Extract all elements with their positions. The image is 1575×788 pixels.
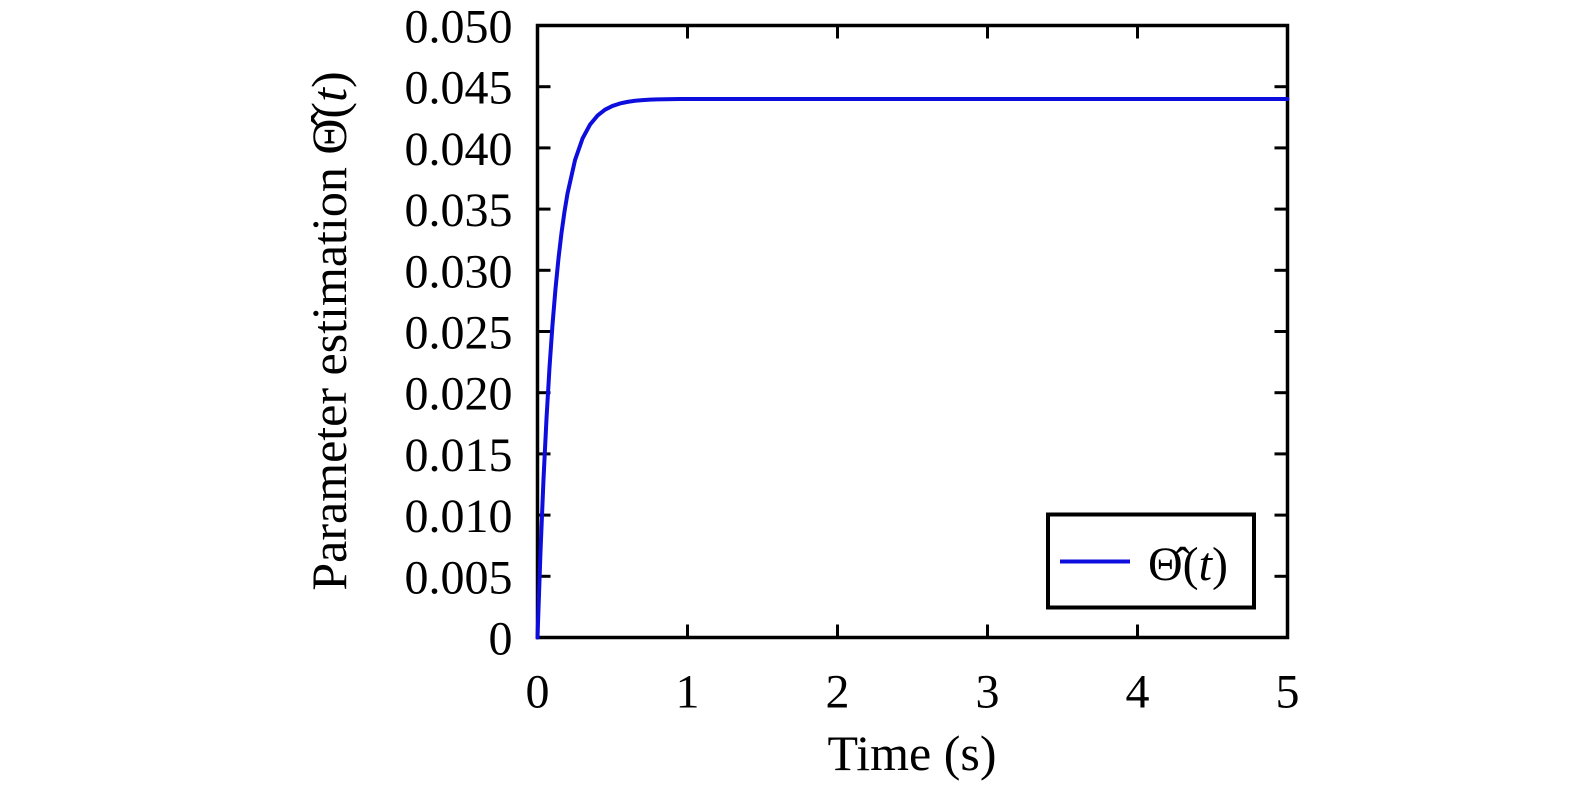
axis-tick-labels: 0 1 2 3 4 5 0 0.005 0.010 0.015 0.020 0.025 0.030 0.0… — [405, 1, 1300, 719]
y-tick-label: 0.015 — [405, 429, 513, 482]
legend-label-pre: Θ̂( — [1148, 538, 1199, 591]
x-tick-label: 5 — [1276, 666, 1300, 719]
x-tick-label: 0 — [526, 666, 550, 719]
y-tick-label: 0 — [489, 613, 513, 666]
y-tick-label: 0.040 — [405, 123, 513, 176]
x-axis-title: Time (s) — [827, 725, 996, 781]
y-tick-label: 0.020 — [405, 368, 513, 421]
y-axis-title-pre: Parameter estimation Θ̂( — [301, 102, 357, 591]
y-axis-title-var: t — [301, 87, 357, 102]
x-tick-label: 1 — [676, 666, 700, 719]
legend: Θ̂(t) — [1046, 512, 1256, 610]
legend-label-post: ) — [1212, 538, 1228, 591]
y-tick-label: 0.010 — [405, 490, 513, 543]
axis-ticks — [536, 24, 1289, 639]
y-tick-label: 0.045 — [405, 62, 513, 115]
y-tick-label: 0.030 — [405, 245, 513, 298]
y-tick-label: 0.025 — [405, 307, 513, 360]
x-tick-label: 4 — [1126, 666, 1150, 719]
y-tick-label: 0.005 — [405, 551, 513, 604]
legend-entry-label: Θ̂(t) — [1148, 538, 1228, 591]
x-tick-label: 2 — [826, 666, 850, 719]
legend-label-var: t — [1199, 538, 1214, 591]
theta-estimate-curve — [535, 96, 1290, 640]
y-axis-title: Parameter estimation Θ̂(t) — [301, 71, 357, 590]
y-tick-label: 0.050 — [405, 1, 513, 54]
y-axis-title-post: ) — [301, 71, 357, 88]
y-tick-label: 0.035 — [405, 184, 513, 237]
x-tick-label: 3 — [976, 666, 1000, 719]
